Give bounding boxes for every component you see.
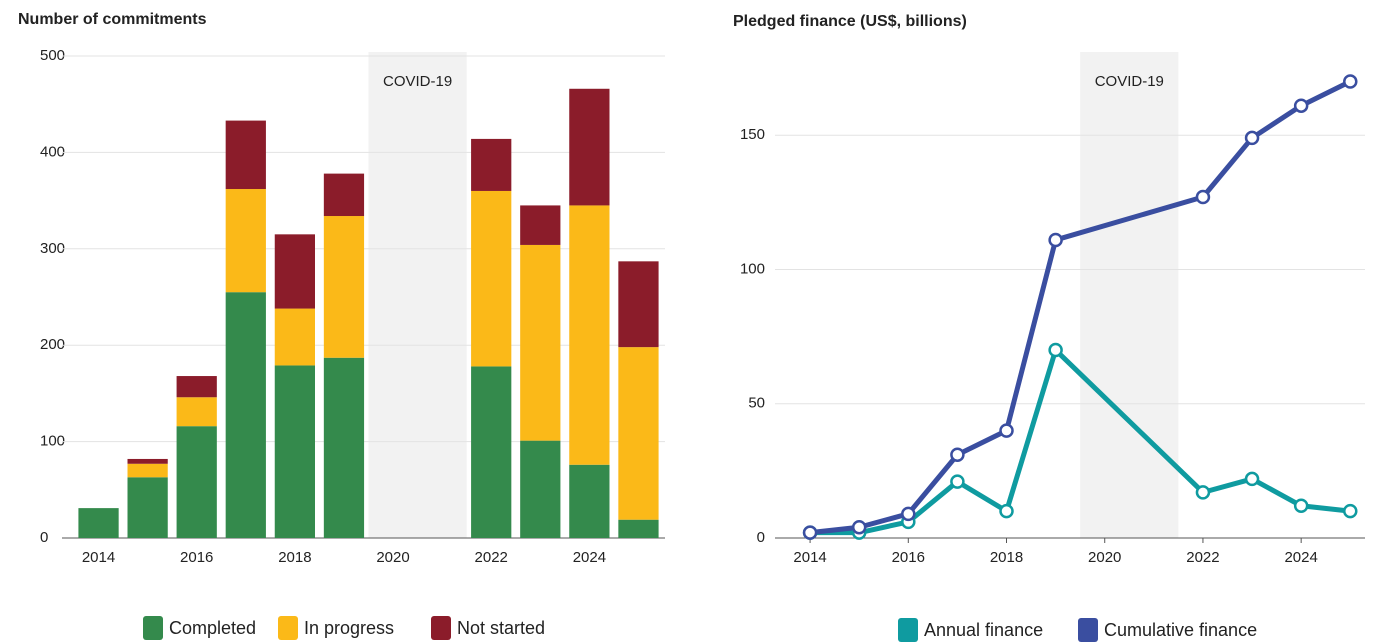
bar-segment — [618, 519, 659, 538]
x-tick-label: 2024 — [573, 549, 606, 566]
bar-segment — [520, 440, 561, 538]
bar-segment — [520, 205, 561, 245]
x-tick-label: 2022 — [1186, 549, 1219, 566]
point — [1048, 232, 1063, 248]
y-tick-label: 150 — [740, 126, 765, 143]
y-tick-label: 50 — [748, 395, 765, 412]
x-tick-label: 2018 — [990, 549, 1023, 566]
bar-segment — [618, 347, 659, 520]
y-tick-label: 100 — [740, 260, 765, 277]
legend-swatch — [1078, 618, 1098, 642]
point — [1293, 498, 1309, 514]
bar-segment — [225, 189, 266, 293]
y-tick-label: 500 — [40, 47, 65, 64]
point — [802, 525, 818, 540]
covid-band — [1080, 52, 1179, 538]
x-tick-label: 2020 — [1088, 549, 1121, 566]
bar-segment — [176, 397, 217, 427]
bar-segment — [323, 216, 365, 358]
bar-segment — [618, 261, 659, 348]
bar-segment — [569, 464, 610, 538]
y-tick-label: 100 — [40, 433, 65, 450]
point — [1244, 471, 1260, 487]
y-tick-label: 300 — [40, 240, 65, 257]
point — [999, 423, 1014, 438]
y-tick-label: 400 — [40, 143, 65, 160]
legend-swatch — [143, 616, 163, 640]
x-tick-label: 2022 — [475, 549, 508, 566]
y-tick-label: 200 — [40, 336, 65, 353]
bar-segment — [471, 366, 512, 538]
bar-segment — [127, 458, 168, 464]
point — [1293, 98, 1309, 113]
bar-segment — [176, 376, 217, 398]
bar-segment — [274, 308, 315, 366]
point — [1343, 503, 1358, 519]
legend-label: Completed — [169, 618, 256, 638]
bar-segment — [323, 357, 365, 538]
point — [1244, 130, 1260, 146]
bar-segment — [323, 173, 365, 217]
covid-band — [368, 52, 467, 538]
x-tick-label: 2020 — [376, 549, 409, 566]
point — [851, 520, 867, 535]
y-tick-label: 0 — [757, 529, 765, 546]
series-line — [810, 347, 1351, 536]
x-tick-label: 2014 — [793, 549, 826, 566]
series-line — [809, 79, 1352, 536]
chart-title: Pledged finance (US$, billions) — [733, 13, 967, 30]
x-tick-label: 2014 — [82, 549, 115, 566]
point — [1195, 189, 1211, 205]
x-tick-label: 2024 — [1284, 549, 1317, 566]
legend-swatch — [278, 616, 298, 640]
bar-segment — [274, 365, 315, 538]
point — [999, 503, 1014, 519]
legend-label: Annual finance — [924, 620, 1043, 640]
point — [901, 506, 916, 522]
point — [1195, 485, 1211, 500]
bar-segment — [225, 292, 266, 538]
legend-label: In progress — [304, 618, 394, 638]
chart-title: Number of commitments — [18, 11, 207, 28]
bar-segment — [78, 508, 119, 538]
legend-label: Cumulative finance — [1104, 620, 1257, 640]
x-tick-label: 2016 — [892, 549, 925, 566]
bar-segment — [471, 138, 512, 191]
point — [1048, 342, 1063, 358]
y-tick-label: 0 — [40, 529, 48, 546]
bar-segment — [274, 234, 315, 309]
point — [950, 474, 965, 489]
x-tick-label: 2016 — [180, 549, 213, 566]
bar-segment — [569, 205, 610, 465]
annotation: COVID-19 — [1095, 73, 1164, 90]
bar-segment — [225, 120, 266, 190]
point — [1343, 74, 1358, 89]
legend-swatch — [898, 618, 918, 642]
bar-segment — [176, 426, 217, 538]
legend-swatch — [431, 616, 451, 640]
point — [950, 447, 965, 463]
annotation: COVID-19 — [383, 73, 452, 90]
bar-segment — [127, 463, 168, 478]
bar-segment — [471, 190, 512, 367]
bar-segment — [569, 88, 610, 206]
bar-segment — [520, 244, 561, 441]
bar-segment — [127, 477, 168, 538]
x-tick-label: 2018 — [278, 549, 311, 566]
legend-label: Not started — [457, 618, 545, 638]
